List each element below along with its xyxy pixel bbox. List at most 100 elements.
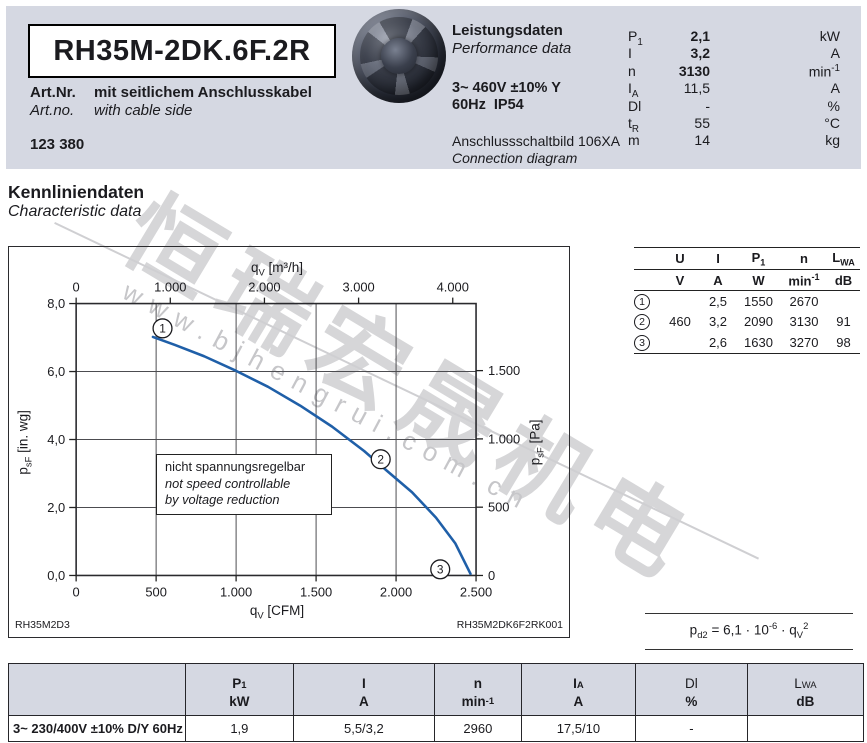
column-unit: dB	[796, 694, 815, 709]
connection-diagram-de: Anschlussschaltbild 106XA	[452, 133, 621, 149]
marker-number: 1	[159, 322, 166, 336]
table-row: 3~ 230/400V ±10% D/Y 60Hz 1,9 5,5/3,2 2960 1…	[8, 715, 864, 742]
dynamic-pressure-formula: pd2 = 6,1 · 10-6 · qV2	[645, 613, 853, 651]
column-symbol: L WA	[794, 675, 817, 691]
mini-value-cell: 98	[836, 334, 851, 350]
fan-product-photo	[352, 9, 446, 103]
tick-label-top: 0	[73, 280, 80, 295]
note-box: nicht spannungsregelbar not speed contro…	[156, 454, 332, 515]
mini-value-cell: 2090	[744, 314, 773, 330]
section-title-en: Characteristic data	[8, 203, 142, 220]
art-desc-de: mit seitlichem Anschlusskabel	[94, 84, 312, 101]
performance-title-en: Performance data	[452, 40, 572, 57]
spec-row: IA 11,5 A	[628, 80, 840, 100]
mini-corner-cell	[634, 269, 660, 291]
spec-value: 3130	[678, 63, 710, 80]
spec-symbol: P1	[628, 28, 643, 48]
spec-symbol: n	[628, 63, 636, 80]
spec-row: n 3130 min-1	[628, 63, 840, 80]
column-symbol: Dl	[685, 675, 698, 691]
mini-header-cell: U	[660, 247, 700, 270]
mini-value-cell: 1550	[744, 293, 773, 309]
bottom-value-cell: 2960	[433, 715, 522, 742]
mini-header-cell: n	[781, 247, 827, 270]
chart-marker: 3	[430, 559, 451, 580]
article-block: Art.Nr. mit seitlichem Anschlusskabel Ar…	[30, 84, 312, 120]
mini-unit-cell: W	[736, 269, 781, 291]
tick-label-right: 500	[488, 500, 510, 515]
spec-unit: kg	[825, 132, 840, 149]
tick-label-top: 4.000	[437, 280, 469, 295]
column-symbol: n	[473, 675, 482, 691]
mini-table-body: 1 2,5 1550 2670 2 460 3,2 2090 3130 91 3 2,6 1630 327…	[634, 291, 860, 354]
mini-unit-cell: V	[660, 269, 700, 291]
mini-unit-cell: A	[700, 269, 736, 291]
mini-value-cell: 3130	[789, 314, 819, 330]
bottom-corner-cell	[8, 663, 186, 716]
mini-unit-cell: min-1	[781, 269, 827, 291]
operating-point-cell: 1	[634, 291, 660, 312]
mini-unit-cell: dB	[827, 269, 860, 291]
tick-label-bottom: 500	[145, 584, 167, 599]
spec-value: 55	[694, 114, 710, 131]
mini-header-cell: I	[700, 247, 736, 270]
voltage-variant-label: 3~ 230/400V ±10% D/Y 60Hz	[8, 715, 186, 742]
art-label-de: Art.Nr.	[30, 84, 76, 101]
bottom-table-body: 3~ 230/400V ±10% D/Y 60Hz 1,9 5,5/3,2 2960 1…	[8, 715, 864, 742]
model-number-box: RH35M-2DK.6F.2R	[28, 24, 336, 78]
table-row: 1 2,5 1550 2670	[634, 291, 860, 312]
tick-label-bottom: 0	[73, 584, 80, 599]
spec-value: 14	[694, 132, 710, 149]
chart-id-right: RH35M2DK6F2RK001	[456, 619, 563, 631]
axis-title-bottom: qV [CFM]	[249, 603, 305, 622]
marker-number: 3	[437, 563, 444, 577]
bottom-header-cell: Dl%	[634, 663, 748, 716]
mini-value-cell: 2,5	[708, 293, 728, 309]
mini-value-cell	[827, 291, 860, 312]
spec-value: 2,1	[690, 28, 710, 44]
column-unit: A	[573, 694, 584, 709]
spec-value: -	[705, 97, 710, 114]
performance-curve	[151, 335, 472, 576]
column-symbol: I	[361, 675, 366, 691]
tick-label-top: 2.000	[248, 280, 280, 295]
spec-unit: °C	[824, 114, 840, 131]
tick-label-right: 1.000	[488, 431, 520, 446]
mini-value-cell: 2,6	[708, 334, 728, 350]
bottom-value-cell: 1,9	[184, 715, 294, 742]
operating-point-number: 2	[634, 314, 650, 331]
spec-row: I 3,2 A	[628, 45, 840, 62]
bottom-header-cell: L WA dB	[746, 663, 864, 716]
chart-id-left: RH35M2D3	[15, 619, 70, 631]
tick-label-bottom: 1.000	[220, 584, 252, 599]
spec-symbol: IA	[628, 80, 639, 100]
spec-symbol: I	[628, 45, 632, 62]
tick-label-left: 2,0	[47, 500, 65, 515]
spec-symbol: tR	[628, 114, 639, 135]
art-label-en: Art.no.	[30, 102, 75, 119]
column-unit: kW	[229, 694, 250, 709]
marker-circle	[370, 449, 391, 470]
spec-unit: A	[830, 45, 840, 62]
spec-row: tR 55 °C	[628, 114, 840, 135]
article-number: 123 380	[30, 136, 85, 153]
spec-row: m 14 kg	[628, 132, 840, 149]
spec-unit: kW	[819, 28, 840, 44]
operating-point-number: 1	[634, 293, 650, 310]
tick-label-top: 1.000	[154, 280, 186, 295]
table-row: 2 460 3,2 2090 3130 91	[634, 312, 860, 333]
axis-title-right: psF [Pa]	[527, 419, 547, 466]
marker-circle	[152, 318, 173, 339]
tick-label-left: 4,0	[47, 432, 65, 447]
